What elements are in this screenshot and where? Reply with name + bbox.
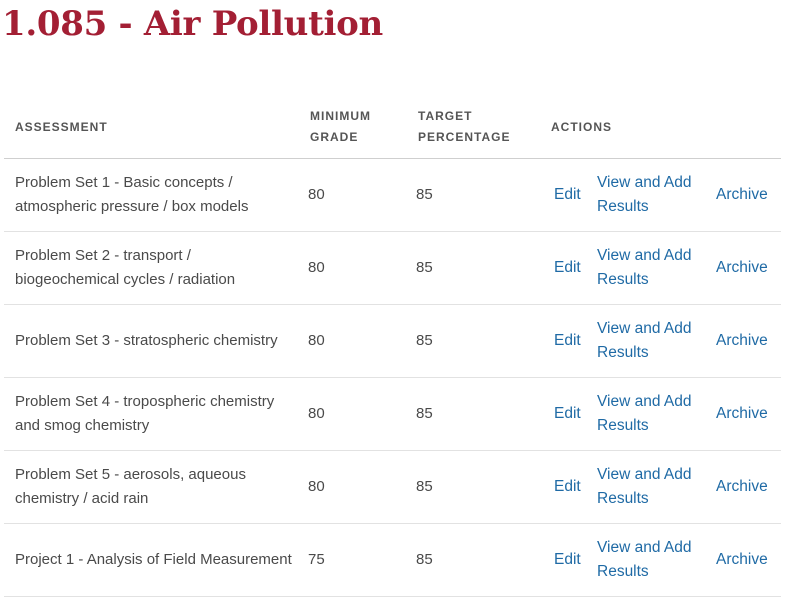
target-percentage: 85: [407, 158, 540, 232]
edit-cell: Edit: [540, 231, 588, 305]
edit-cell: Edit: [540, 377, 588, 451]
minimum-grade: 80: [299, 377, 407, 451]
target-percentage: 85: [407, 377, 540, 451]
archive-cell: Archive: [706, 450, 781, 524]
header-minimum-line1: MINIMUM: [310, 109, 371, 123]
table-row: Problem Set 5 - aerosols, aqueous chemis…: [4, 450, 781, 524]
edit-cell: Edit: [540, 523, 588, 597]
view-and-add-results-link[interactable]: View and Add Results: [597, 174, 692, 215]
archive-cell: Archive: [706, 523, 781, 597]
edit-link[interactable]: Edit: [554, 551, 581, 568]
assessment-name: Problem Set 4 - tropospheric chemistry a…: [4, 377, 299, 451]
edit-cell: Edit: [540, 304, 588, 378]
target-percentage: 85: [407, 231, 540, 305]
table-row: Problem Set 4 - tropospheric chemistry a…: [4, 377, 781, 451]
minimum-grade: 80: [299, 158, 407, 232]
view-and-add-results-link[interactable]: View and Add Results: [597, 393, 692, 434]
edit-link[interactable]: Edit: [554, 478, 581, 495]
edit-link[interactable]: Edit: [554, 186, 581, 203]
view-cell: View and Add Results: [588, 377, 706, 451]
table-row: Problem Set 2 - transport / biogeochemic…: [4, 231, 781, 305]
target-percentage: 85: [407, 304, 540, 378]
archive-link[interactable]: Archive: [716, 405, 768, 422]
page-title: 1.085 - Air Pollution: [2, 4, 383, 44]
header-actions: ACTIONS: [540, 96, 781, 159]
view-cell: View and Add Results: [588, 523, 706, 597]
header-target-percentage: TARGET PERCENTAGE: [407, 96, 540, 159]
archive-link[interactable]: Archive: [716, 259, 768, 276]
archive-cell: Archive: [706, 377, 781, 451]
table-header-row: ASSESSMENT MINIMUM GRADE TARGET PERCENTA…: [4, 96, 781, 159]
edit-link[interactable]: Edit: [554, 259, 581, 276]
view-cell: View and Add Results: [588, 231, 706, 305]
header-minimum-grade: MINIMUM GRADE: [299, 96, 407, 159]
view-and-add-results-link[interactable]: View and Add Results: [597, 320, 692, 361]
target-percentage: 85: [407, 450, 540, 524]
assessment-name: Problem Set 5 - aerosols, aqueous chemis…: [4, 450, 299, 524]
assessment-name: Problem Set 2 - transport / biogeochemic…: [4, 231, 299, 305]
view-cell: View and Add Results: [588, 158, 706, 232]
archive-link[interactable]: Archive: [716, 478, 768, 495]
header-target-line2: PERCENTAGE: [418, 130, 511, 144]
target-percentage: 85: [407, 523, 540, 597]
archive-cell: Archive: [706, 158, 781, 232]
view-cell: View and Add Results: [588, 450, 706, 524]
archive-link[interactable]: Archive: [716, 332, 768, 349]
edit-link[interactable]: Edit: [554, 405, 581, 422]
archive-link[interactable]: Archive: [716, 186, 768, 203]
archive-cell: Archive: [706, 304, 781, 378]
edit-cell: Edit: [540, 158, 588, 232]
assessments-table: ASSESSMENT MINIMUM GRADE TARGET PERCENTA…: [4, 96, 781, 597]
header-target-line1: TARGET: [418, 109, 473, 123]
view-and-add-results-link[interactable]: View and Add Results: [597, 247, 692, 288]
view-and-add-results-link[interactable]: View and Add Results: [597, 466, 692, 507]
header-assessment: ASSESSMENT: [4, 96, 299, 159]
edit-cell: Edit: [540, 450, 588, 524]
view-cell: View and Add Results: [588, 304, 706, 378]
assessment-name: Problem Set 3 - stratospheric chemistry: [4, 304, 299, 378]
minimum-grade: 80: [299, 450, 407, 524]
archive-link[interactable]: Archive: [716, 551, 768, 568]
table-row: Problem Set 3 - stratospheric chemistry …: [4, 304, 781, 378]
header-minimum-line2: GRADE: [310, 130, 359, 144]
view-and-add-results-link[interactable]: View and Add Results: [597, 539, 692, 580]
table-row: Problem Set 1 - Basic concepts / atmosph…: [4, 158, 781, 232]
assessment-name: Problem Set 1 - Basic concepts / atmosph…: [4, 158, 299, 232]
table-row: Project 1 - Analysis of Field Measuremen…: [4, 523, 781, 597]
minimum-grade: 80: [299, 304, 407, 378]
archive-cell: Archive: [706, 231, 781, 305]
edit-link[interactable]: Edit: [554, 332, 581, 349]
assessment-name: Project 1 - Analysis of Field Measuremen…: [4, 523, 299, 597]
minimum-grade: 75: [299, 523, 407, 597]
minimum-grade: 80: [299, 231, 407, 305]
